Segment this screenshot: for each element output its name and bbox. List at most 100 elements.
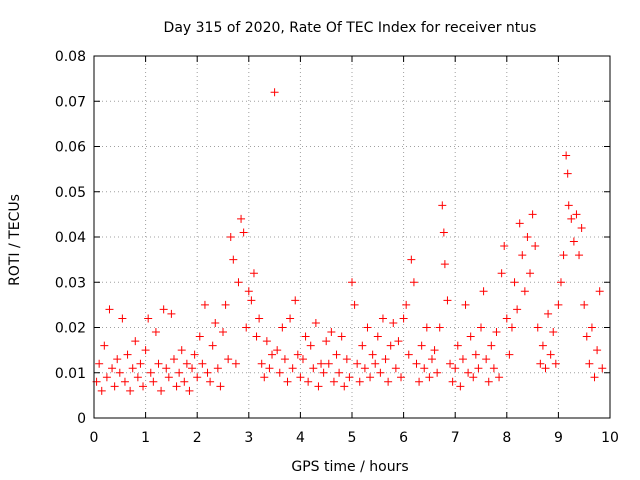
data-point — [391, 364, 400, 373]
data-point — [438, 201, 447, 210]
data-point — [242, 323, 251, 332]
y-tick-label: 0 — [77, 411, 86, 427]
data-point — [237, 214, 246, 223]
data-point — [342, 355, 351, 364]
data-point — [549, 328, 558, 337]
data-point — [363, 323, 372, 332]
data-point — [368, 350, 377, 359]
x-tick-label: 10 — [601, 430, 619, 446]
data-point — [482, 355, 491, 364]
data-point — [283, 377, 292, 386]
data-point — [502, 314, 511, 323]
data-point — [126, 386, 135, 395]
data-point — [479, 287, 488, 296]
data-point — [211, 318, 220, 327]
data-point — [110, 382, 119, 391]
data-point — [399, 314, 408, 323]
data-point — [422, 323, 431, 332]
data-point — [252, 332, 261, 341]
data-point — [345, 373, 354, 382]
data-point — [572, 210, 581, 219]
data-point — [554, 300, 563, 309]
data-point — [198, 359, 207, 368]
data-point — [427, 355, 436, 364]
data-point — [409, 278, 418, 287]
x-tick-label: 3 — [244, 430, 253, 446]
data-point — [268, 350, 277, 359]
data-point — [386, 341, 395, 350]
data-point — [541, 364, 550, 373]
data-point — [180, 377, 189, 386]
data-point — [244, 287, 253, 296]
data-point — [335, 368, 344, 377]
data-point — [301, 332, 310, 341]
data-point — [394, 337, 403, 346]
x-tick-label: 5 — [348, 430, 357, 446]
data-point — [298, 355, 307, 364]
axis-ticks: 0 1 2 3 4 5 6 7 8 9 10 0 0.01 0.02 0.03 0.04 0.05 0.06 0.0… — [55, 49, 619, 446]
data-point — [466, 332, 475, 341]
data-point — [384, 377, 393, 386]
data-point — [102, 373, 111, 382]
data-point — [412, 359, 421, 368]
data-points — [92, 88, 607, 395]
data-point — [453, 341, 462, 350]
data-point — [510, 278, 519, 287]
data-point — [404, 350, 413, 359]
data-point — [528, 210, 537, 219]
data-point — [559, 251, 568, 260]
data-point — [182, 359, 191, 368]
data-point — [523, 233, 532, 241]
data-point — [195, 332, 204, 341]
data-point — [580, 300, 589, 309]
data-point — [133, 373, 142, 382]
data-point — [497, 269, 506, 278]
data-point — [456, 382, 465, 391]
data-point — [469, 373, 478, 382]
data-point — [595, 287, 604, 296]
data-point — [477, 323, 485, 332]
data-point — [141, 346, 150, 355]
data-point — [425, 373, 434, 382]
data-point — [136, 359, 145, 368]
data-point — [188, 364, 197, 373]
data-point — [430, 346, 439, 355]
data-point — [585, 359, 594, 368]
data-point — [329, 377, 338, 386]
data-point — [162, 364, 171, 373]
data-point — [500, 242, 509, 251]
data-point — [208, 341, 217, 350]
data-point — [397, 373, 406, 382]
data-point — [474, 364, 483, 373]
data-point — [296, 373, 305, 382]
data-point — [358, 341, 367, 350]
data-point — [221, 300, 230, 309]
y-tick-label: 0.06 — [55, 140, 86, 156]
data-point — [159, 305, 168, 314]
data-point — [291, 296, 300, 305]
data-point — [113, 355, 122, 364]
data-point — [118, 314, 127, 323]
data-point — [234, 278, 243, 287]
data-point — [105, 305, 114, 314]
y-tick-label: 0.05 — [55, 185, 86, 201]
data-point — [402, 300, 411, 309]
data-point — [487, 341, 496, 350]
data-point — [304, 377, 313, 386]
data-point — [567, 214, 576, 223]
data-point — [544, 309, 553, 318]
data-point — [157, 386, 166, 395]
data-point — [224, 355, 233, 364]
y-tick-label: 0.01 — [55, 366, 86, 382]
data-point — [533, 323, 542, 332]
data-point — [216, 382, 225, 391]
data-point — [293, 350, 302, 359]
data-point — [484, 377, 493, 386]
data-point — [569, 237, 578, 246]
data-point — [175, 368, 184, 377]
data-point — [139, 382, 148, 391]
data-point — [507, 323, 516, 332]
data-point — [518, 251, 527, 260]
data-point — [144, 314, 153, 323]
data-point — [563, 169, 572, 178]
